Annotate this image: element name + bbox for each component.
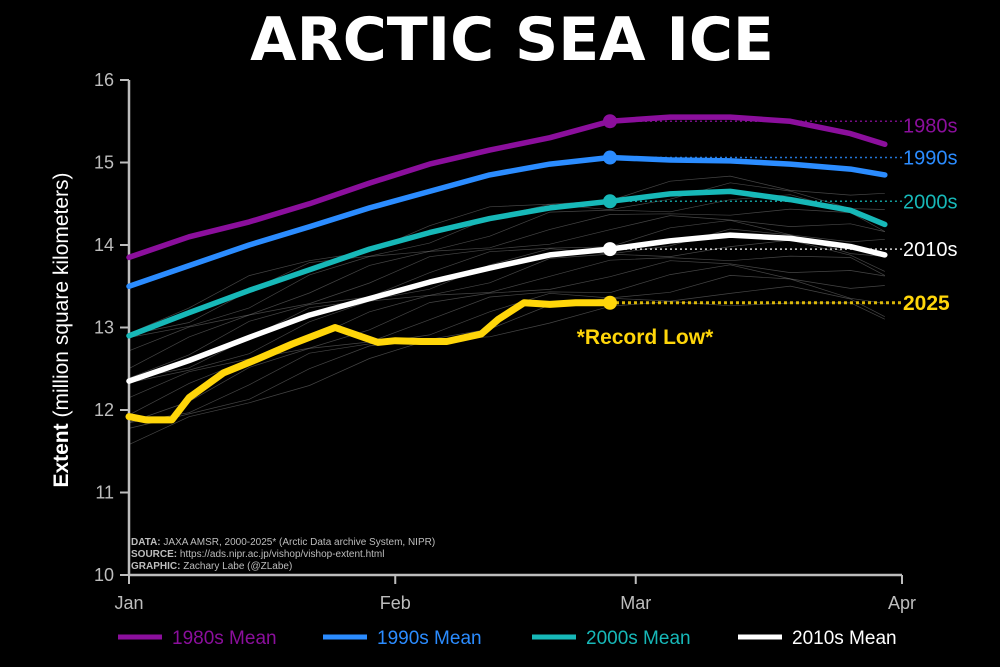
year-line: [128, 255, 885, 399]
marker-1990s: [602, 150, 617, 165]
end-label-2000s: 2000s: [903, 191, 958, 213]
end-label-2010s: 2010s: [903, 239, 958, 261]
year-line: [128, 264, 885, 423]
year-line: [128, 239, 885, 384]
series-line-2000s: [126, 188, 888, 339]
credits: DATA: JAXA AMSR, 2000-2025* (Arctic Data…: [131, 537, 435, 572]
y-tick-label: 13: [94, 318, 114, 338]
legend-label: 1980s Mean: [172, 628, 277, 649]
today-markers: [602, 114, 902, 310]
series-line-2025: [125, 299, 614, 424]
credit-data: DATA: JAXA AMSR, 2000-2025* (Arctic Data…: [131, 537, 435, 548]
x-tick-label: Jan: [114, 593, 143, 613]
year-line: [128, 219, 885, 379]
record-low-annotation: *Record Low*: [577, 326, 714, 349]
legend-label: 2000s Mean: [586, 628, 691, 649]
credit-graphic: GRAPHIC: Zachary Labe (@ZLabe): [131, 561, 292, 572]
y-tick-label: 16: [94, 70, 114, 90]
y-axis-label-bold: Extent: [50, 423, 73, 487]
x-tick-label: Apr: [888, 593, 916, 613]
end-label-2025: 2025: [903, 292, 950, 315]
legend: 1980s Mean 1990s Mean 2000s Mean 2010s Mean: [118, 628, 897, 649]
year-line: [128, 301, 885, 445]
marker-2010s: [602, 242, 617, 257]
end-label-1990s: 1990s: [903, 148, 958, 170]
series-line-1990s: [126, 154, 888, 290]
year-line: [128, 175, 885, 334]
y-tick-label: 15: [94, 153, 114, 173]
y-tick-label: 11: [95, 483, 114, 503]
year-line: [128, 285, 885, 429]
x-tick-label: Feb: [380, 593, 411, 613]
y-axis-label: Extent (million square kilometers): [50, 172, 73, 487]
axes: 10 11 12 13 14 15 16 Jan Feb Mar Apr: [94, 70, 916, 613]
series-line-2010s: [126, 232, 888, 384]
credit-source: SOURCE: https://ads.nipr.ac.jp/vishop/vi…: [131, 549, 384, 560]
legend-label: 2010s Mean: [792, 628, 897, 649]
marker-1980s: [602, 114, 617, 129]
x-tick-label: Mar: [620, 593, 651, 613]
year-line: [128, 208, 885, 352]
y-tick-label: 12: [94, 400, 114, 420]
y-tick-label: 10: [94, 565, 114, 585]
marker-2025: [602, 295, 617, 310]
end-labels: 1980s 1990s 2000s 2010s 2025: [903, 115, 958, 314]
y-tick-label: 14: [94, 235, 114, 255]
y-axis-label-rest: (million square kilometers): [50, 172, 73, 423]
legend-label: 1990s Mean: [377, 628, 482, 649]
year-line: [128, 215, 885, 369]
marker-2000s: [602, 194, 617, 209]
end-label-1980s: 1980s: [903, 115, 958, 137]
chart-title: ARCTIC SEA ICE: [250, 5, 774, 75]
series-lines: [125, 114, 888, 424]
